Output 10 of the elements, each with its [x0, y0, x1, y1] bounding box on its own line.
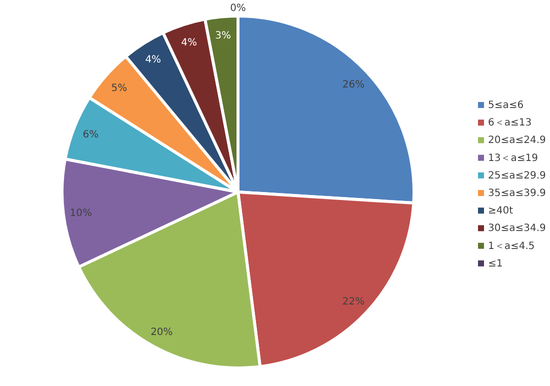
legend-label: 1＜a≤4.5 — [488, 240, 535, 252]
legend-label: 25≤a≤29.9 — [488, 170, 546, 182]
legend-label: 5≤a≤6 — [488, 100, 524, 111]
legend-label: 6＜a≤13 — [488, 118, 532, 129]
legend-label: 13＜a≤19 — [488, 152, 538, 164]
legend-label: 30≤a≤34.9 — [488, 223, 546, 234]
legend-label: ≥40t — [488, 206, 514, 217]
legend-label: ≤1 — [488, 258, 503, 270]
legend-label: 20≤a≤24.9 — [488, 135, 546, 146]
legend-label: 35≤a≤39.9 — [488, 188, 546, 199]
